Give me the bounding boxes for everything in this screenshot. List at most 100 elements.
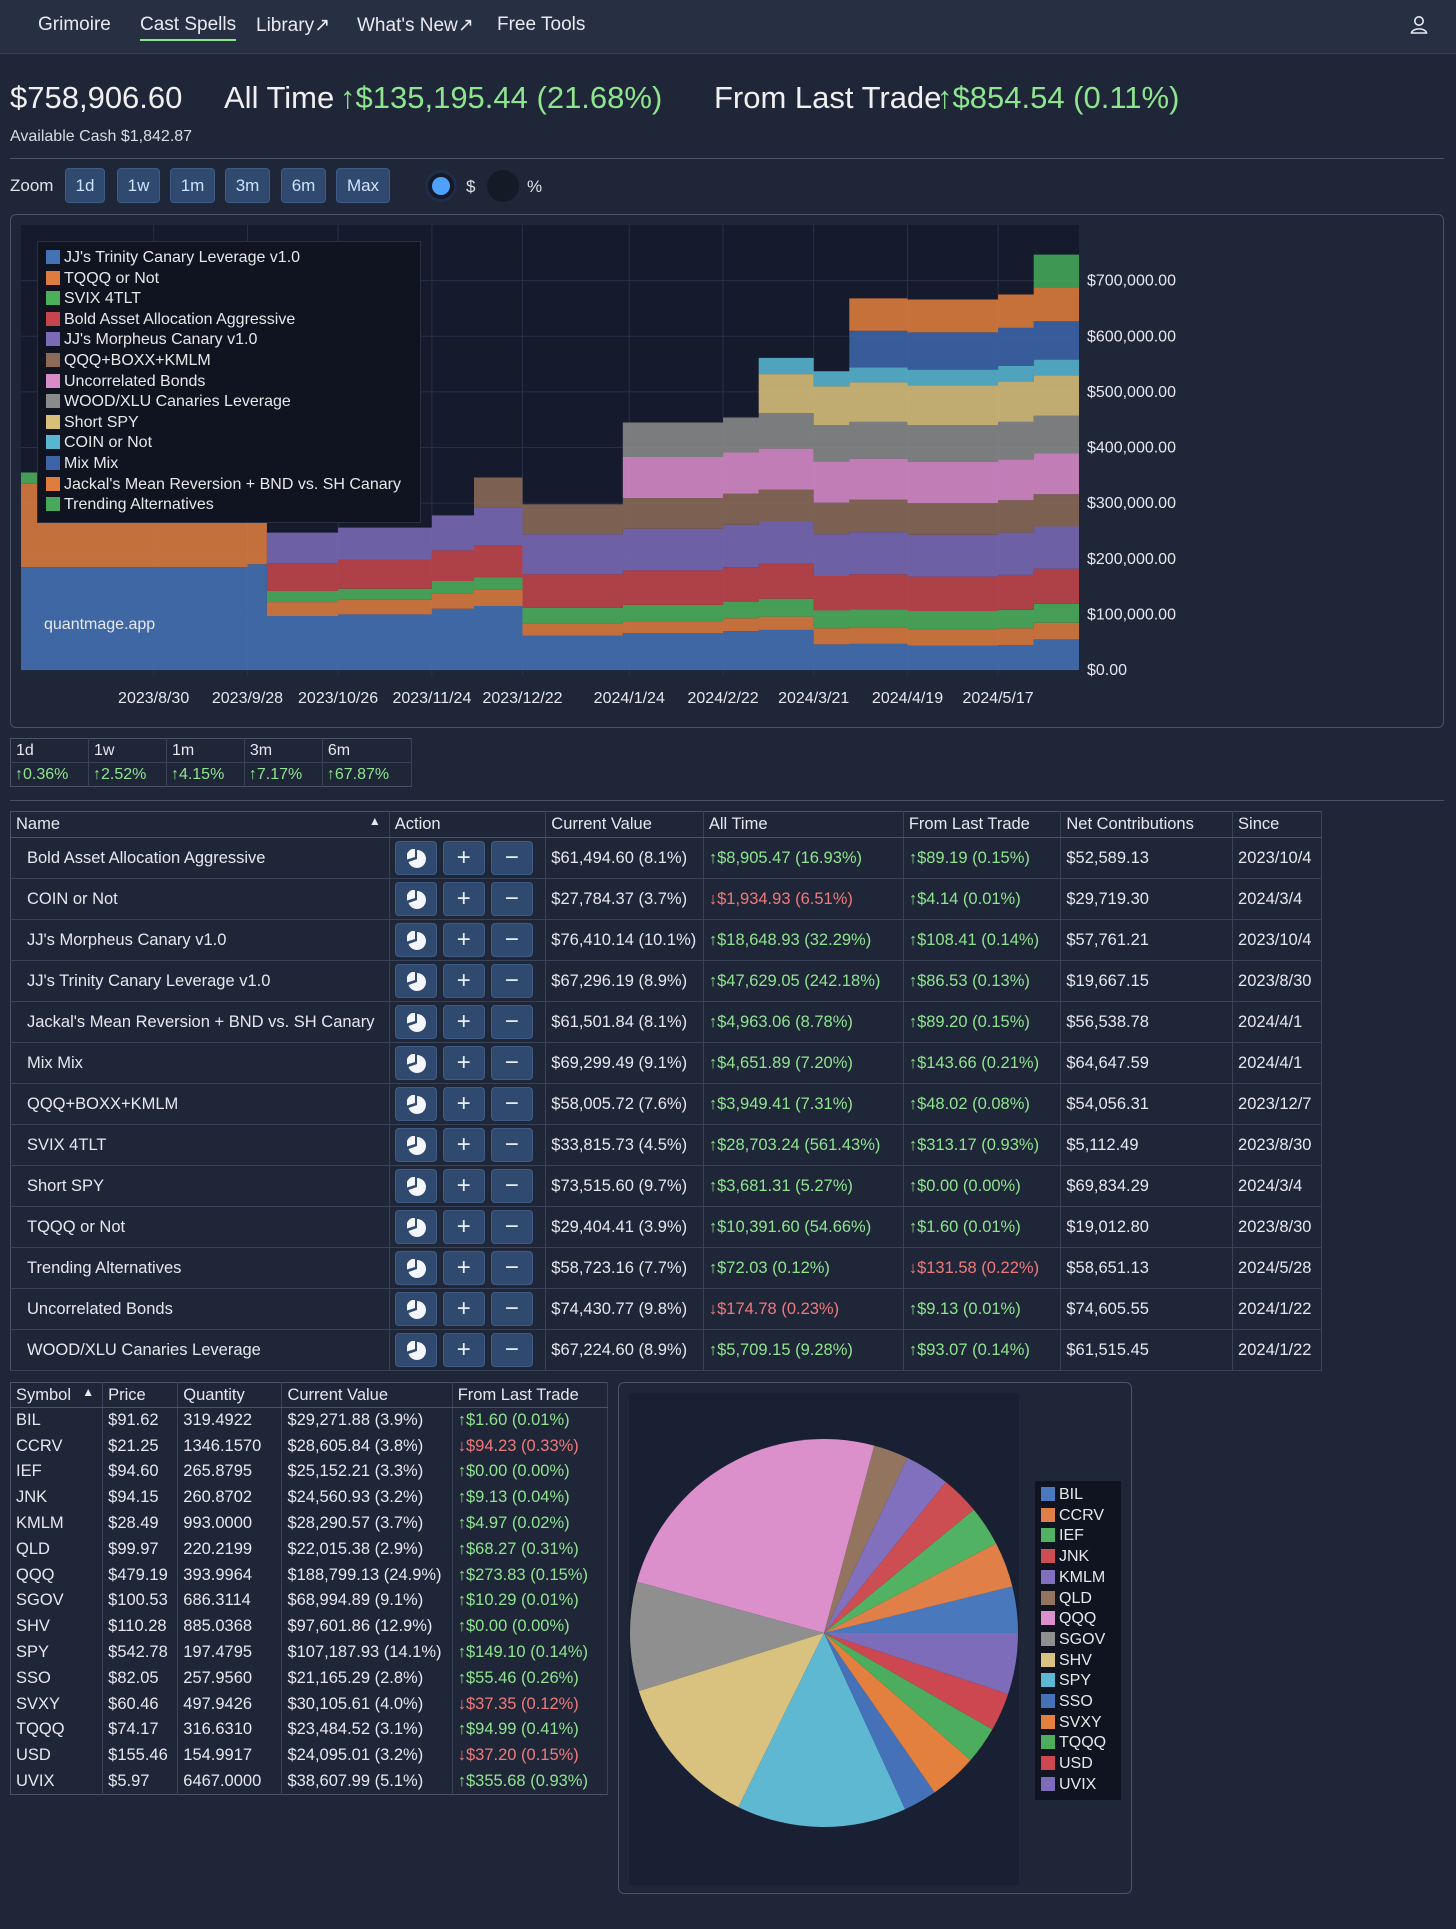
add-funds-button[interactable]: +	[442, 1251, 485, 1285]
nav-whats-new[interactable]: What's New↗	[357, 15, 474, 36]
allocation-pie-button[interactable]	[394, 923, 437, 957]
allocation-pie-button[interactable]	[394, 1292, 437, 1326]
pie-legend-item[interactable]: UVIX	[1041, 1775, 1115, 1796]
legend-item[interactable]: COIN or Not	[46, 433, 412, 454]
pie-legend-item[interactable]: CCRV	[1041, 1506, 1115, 1527]
pie-legend-item[interactable]: QLD	[1041, 1589, 1115, 1610]
add-funds-button[interactable]: +	[442, 1128, 485, 1162]
legend-item[interactable]: Short SPY	[46, 413, 412, 434]
y-tick-label: $200,000.00	[1087, 551, 1176, 568]
pie-legend-item[interactable]: USD	[1041, 1754, 1115, 1775]
pie-legend-item[interactable]: SSO	[1041, 1692, 1115, 1713]
pie-legend-item[interactable]: SVXY	[1041, 1713, 1115, 1734]
withdraw-funds-button[interactable]: −	[490, 1333, 533, 1367]
pie-legend-item[interactable]: QQQ	[1041, 1609, 1115, 1630]
pie-legend-item[interactable]: IEF	[1041, 1526, 1115, 1547]
pie-legend-item[interactable]: BIL	[1041, 1485, 1115, 1506]
add-funds-button[interactable]: +	[442, 841, 485, 875]
pie-legend-item[interactable]: SHV	[1041, 1651, 1115, 1672]
legend-swatch	[46, 373, 60, 388]
legend-item[interactable]: Trending Alternatives	[46, 495, 412, 516]
zoom-1w-button[interactable]: 1w	[117, 168, 160, 203]
add-funds-button[interactable]: +	[442, 1210, 485, 1244]
dollar-mode-radio[interactable]	[425, 170, 457, 202]
allocation-pie-button[interactable]	[394, 1210, 437, 1244]
nav-free-tools[interactable]: Free Tools	[497, 14, 586, 35]
withdraw-funds-button[interactable]: −	[490, 1210, 533, 1244]
withdraw-funds-button[interactable]: −	[490, 882, 533, 916]
pie-slice-shv	[638, 1633, 824, 1808]
column-header-symbol[interactable]: Symbol ▲	[10, 1382, 104, 1408]
withdraw-funds-button[interactable]: −	[490, 1128, 533, 1162]
legend-item[interactable]: Bold Asset Allocation Aggressive	[46, 310, 412, 331]
legend-item[interactable]: Jackal's Mean Reversion + BND vs. SH Can…	[46, 475, 412, 496]
zoom-3m-button[interactable]: 3m	[225, 168, 270, 203]
zoom-max-button[interactable]: Max	[336, 168, 390, 203]
zoom-1d-button[interactable]: 1d	[65, 168, 105, 203]
column-header-quantity[interactable]: Quantity	[177, 1382, 283, 1408]
user-icon[interactable]	[1408, 14, 1430, 36]
pie-legend-item[interactable]: SGOV	[1041, 1630, 1115, 1651]
column-header-current-value[interactable]: Current Value	[545, 811, 704, 838]
nav-grimoire[interactable]: Grimoire	[38, 14, 111, 35]
add-funds-button[interactable]: +	[442, 882, 485, 916]
column-header-from-last-trade[interactable]: From Last Trade	[903, 811, 1062, 838]
allocation-pie-button[interactable]	[394, 882, 437, 916]
pie-legend-item[interactable]: SPY	[1041, 1671, 1115, 1692]
nav-library[interactable]: Library↗	[256, 15, 330, 36]
add-funds-button[interactable]: +	[442, 1005, 485, 1039]
column-header-from-last-trade[interactable]: From Last Trade	[452, 1382, 609, 1408]
column-header-action[interactable]: Action	[389, 811, 547, 838]
column-header-since[interactable]: Since	[1232, 811, 1322, 838]
withdraw-funds-button[interactable]: −	[490, 1087, 533, 1121]
zoom-6m-button[interactable]: 6m	[281, 168, 326, 203]
column-header-net-contributions[interactable]: Net Contributions	[1060, 811, 1234, 838]
up-arrow-icon: ↑	[92, 765, 101, 783]
legend-item[interactable]: TQQQ or Not	[46, 269, 412, 290]
add-funds-button[interactable]: +	[442, 1333, 485, 1367]
add-funds-button[interactable]: +	[442, 1046, 485, 1080]
withdraw-funds-button[interactable]: −	[490, 1169, 533, 1203]
withdraw-funds-button[interactable]: −	[490, 1251, 533, 1285]
legend-item[interactable]: SVIX 4TLT	[46, 289, 412, 310]
add-funds-button[interactable]: +	[442, 1292, 485, 1326]
quantity-cell: 993.0000	[177, 1510, 283, 1537]
legend-item[interactable]: JJ's Morpheus Canary v1.0	[46, 330, 412, 351]
allocation-pie-button[interactable]	[394, 1087, 437, 1121]
allocation-pie-button[interactable]	[394, 1333, 437, 1367]
legend-item[interactable]: JJ's Trinity Canary Leverage v1.0	[46, 248, 412, 269]
add-funds-button[interactable]: +	[442, 1169, 485, 1203]
portfolio-area-chart[interactable]: $0.00 $100,000.00 $200,000.00 $300,000.00 $4…	[10, 214, 1444, 728]
legend-item[interactable]: QQQ+BOXX+KMLM	[46, 351, 412, 372]
column-header-current-value[interactable]: Current Value	[281, 1382, 453, 1408]
allocation-pie-button[interactable]	[394, 841, 437, 875]
last-trade-cell: ↑$55.46 (0.26%)	[452, 1665, 609, 1692]
pie-legend-item[interactable]: KMLM	[1041, 1568, 1115, 1589]
legend-item[interactable]: WOOD/XLU Canaries Leverage	[46, 392, 412, 413]
allocation-pie-button[interactable]	[394, 1005, 437, 1039]
add-funds-button[interactable]: +	[442, 923, 485, 957]
column-header-all-time[interactable]: All Time	[703, 811, 904, 838]
allocation-pie-button[interactable]	[394, 1128, 437, 1162]
percent-mode-radio[interactable]	[487, 170, 519, 202]
withdraw-funds-button[interactable]: −	[490, 1005, 533, 1039]
withdraw-funds-button[interactable]: −	[490, 1046, 533, 1080]
column-header-price[interactable]: Price	[102, 1382, 179, 1408]
allocation-pie-button[interactable]	[394, 964, 437, 998]
add-funds-button[interactable]: +	[442, 1087, 485, 1121]
allocation-pie-button[interactable]	[394, 1046, 437, 1080]
allocation-pie-button[interactable]	[394, 1169, 437, 1203]
withdraw-funds-button[interactable]: −	[490, 1292, 533, 1326]
zoom-1m-button[interactable]: 1m	[170, 168, 215, 203]
pie-legend-item[interactable]: JNK	[1041, 1547, 1115, 1568]
column-header-name[interactable]: Name ▲	[10, 811, 390, 838]
allocation-pie-button[interactable]	[394, 1251, 437, 1285]
legend-item[interactable]: Uncorrelated Bonds	[46, 372, 412, 393]
add-funds-button[interactable]: +	[442, 964, 485, 998]
legend-item[interactable]: Mix Mix	[46, 454, 412, 475]
withdraw-funds-button[interactable]: −	[490, 923, 533, 957]
pie-legend-item[interactable]: TQQQ	[1041, 1733, 1115, 1754]
withdraw-funds-button[interactable]: −	[490, 964, 533, 998]
withdraw-funds-button[interactable]: −	[490, 841, 533, 875]
nav-cast-spells[interactable]: Cast Spells	[140, 14, 237, 41]
